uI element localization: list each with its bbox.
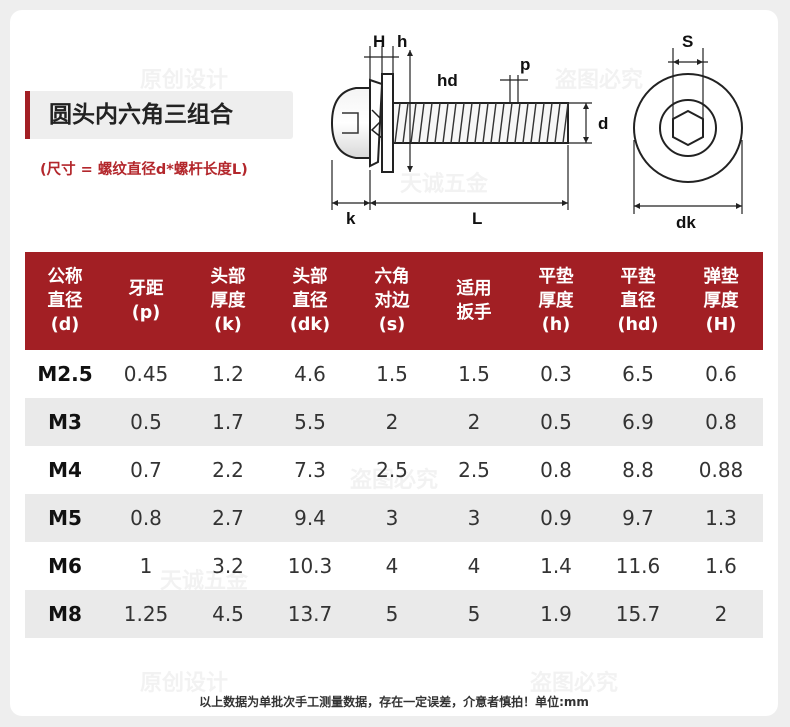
table-cell: 2 [467,410,481,434]
table-cell: 5 [467,602,481,626]
table-row: M2.5 0.45 1.2 4.6 1.5 1.5 0.3 6.5 0.6 [25,350,763,398]
table-cell: 0.9 [540,506,572,530]
table-cell: 6.5 [622,362,654,386]
header-wrench: 适用 扳手 [456,279,492,323]
table-cell: 0.88 [698,458,744,482]
table-cell: M5 [48,506,82,530]
footnote: 以上数据为单批次手工测量数据，存在一定误差，介意者慎拍！单位:mm [199,695,589,709]
table-cell: 4.6 [294,362,326,386]
table-cell: 15.7 [615,602,661,626]
spring-washer [369,78,384,168]
table-row: M6 1 3.2 10.3 4 4 1.4 11.6 1.6 [25,542,763,590]
table-cell: 2.7 [212,506,244,530]
table-cell: M2.5 [37,362,93,386]
table-cell: 3 [467,506,481,530]
table-row: M5 0.8 2.7 9.4 3 3 0.9 9.7 1.3 [25,494,763,542]
title-box: 圆头内六角三组合 [25,91,293,139]
table-cell: 1.25 [123,602,169,626]
table-cell: 4 [467,554,481,578]
table-cell: 8.8 [622,458,654,482]
table-cell: 2.5 [458,458,490,482]
table-cell: 1.7 [212,410,244,434]
table-cell: 2.5 [376,458,408,482]
table-cell: 1.2 [212,362,244,386]
header-pitch: 牙距 (p) [128,279,164,323]
header-head-diameter: 头部 直径 (dk) [289,267,331,335]
table-cell: 10.3 [287,554,333,578]
table-row: M3 0.5 1.7 5.5 2 2 0.5 6.9 0.8 [25,398,763,446]
table-cell: M4 [48,458,82,482]
table-cell: 2 [385,410,399,434]
table-body: M2.5 0.45 1.2 4.6 1.5 1.5 0.3 6.5 0.6 M3… [25,350,763,638]
table-row: M8 1.25 4.5 13.7 5 5 1.9 15.7 2 [25,590,763,638]
label-h: h [397,32,407,51]
label-L: L [472,209,482,228]
table-cell: 0.5 [130,410,162,434]
table-cell: 11.6 [615,554,661,578]
table-cell: 9.7 [622,506,654,530]
table-cell: M6 [48,554,82,578]
table-cell: 1.3 [705,506,737,530]
table-cell: 4 [385,554,399,578]
table-cell: 0.8 [540,458,572,482]
table-cell: 1.6 [705,554,737,578]
table-cell: 1 [139,554,153,578]
table-cell: 0.7 [130,458,162,482]
label-dk: dk [676,213,696,232]
table-cell: 9.4 [294,506,326,530]
hex-socket-icon [342,112,359,134]
table-cell: 0.6 [705,362,737,386]
header-head-thickness: 头部 厚度 (k) [210,267,246,335]
table-cell: 0.45 [123,362,169,386]
table-cell: 1.5 [376,362,408,386]
table-cell: 5 [385,602,399,626]
top-view [633,73,743,183]
table-cell: 1.5 [458,362,490,386]
header-flat-washer-diameter: 平垫 直径 (hd) [617,267,659,335]
table-cell: 3.2 [212,554,244,578]
label-d: d [598,114,608,133]
table-cell: 1.9 [540,602,572,626]
header-flat-washer-thickness: 平垫 厚度 (h) [538,267,574,335]
table-header: 公称 直径 (d) 牙距 (p) 头部 厚度 (k) 头部 直径 (dk) 六角 对边 (s) 适… [25,252,763,350]
table-cell: 7.3 [294,458,326,482]
header-nominal-diameter: 公称 直径 (d) [47,267,83,335]
page-title: 圆头内六角三组合 [49,102,233,128]
header-spring-washer-thickness: 弹垫 厚度 (H) [703,267,739,335]
table-cell: 6.9 [622,410,654,434]
title-accent-bar [25,91,30,139]
table-cell: M8 [48,602,82,626]
table-cell: 0.3 [540,362,572,386]
table-cell: 1.4 [540,554,572,578]
spec-card: 原创设计 盗图必究 天诚五金 盗图必究 天诚五金 原创设计 盗图必究 圆头内六角… [10,10,778,716]
size-note: (尺寸 = 螺纹直径d*螺杆长度L) [40,162,248,178]
table-cell: 4.5 [212,602,244,626]
table-cell: 0.8 [130,506,162,530]
label-k: k [346,209,356,228]
table-cell: 5.5 [294,410,326,434]
table-cell: 2 [714,602,728,626]
flat-washer [381,73,394,173]
label-S: S [682,32,693,51]
table-row: M4 0.7 2.2 7.3 2.5 2.5 0.8 8.8 0.88 [25,446,763,494]
table-cell: M3 [48,410,82,434]
label-p: p [520,55,530,74]
screw-diagram: H h hd p d k L S dk [330,32,743,232]
header-hex-size: 六角 对边 (s) [374,267,410,335]
screw-head [330,87,371,159]
thread-lines [394,102,569,144]
table-cell: 0.5 [540,410,572,434]
table-cell: 0.8 [705,410,737,434]
label-hd: hd [437,71,458,90]
table-cell: 13.7 [287,602,333,626]
label-H: H [373,32,385,51]
table-cell: 2.2 [212,458,244,482]
table-cell: 3 [385,506,399,530]
